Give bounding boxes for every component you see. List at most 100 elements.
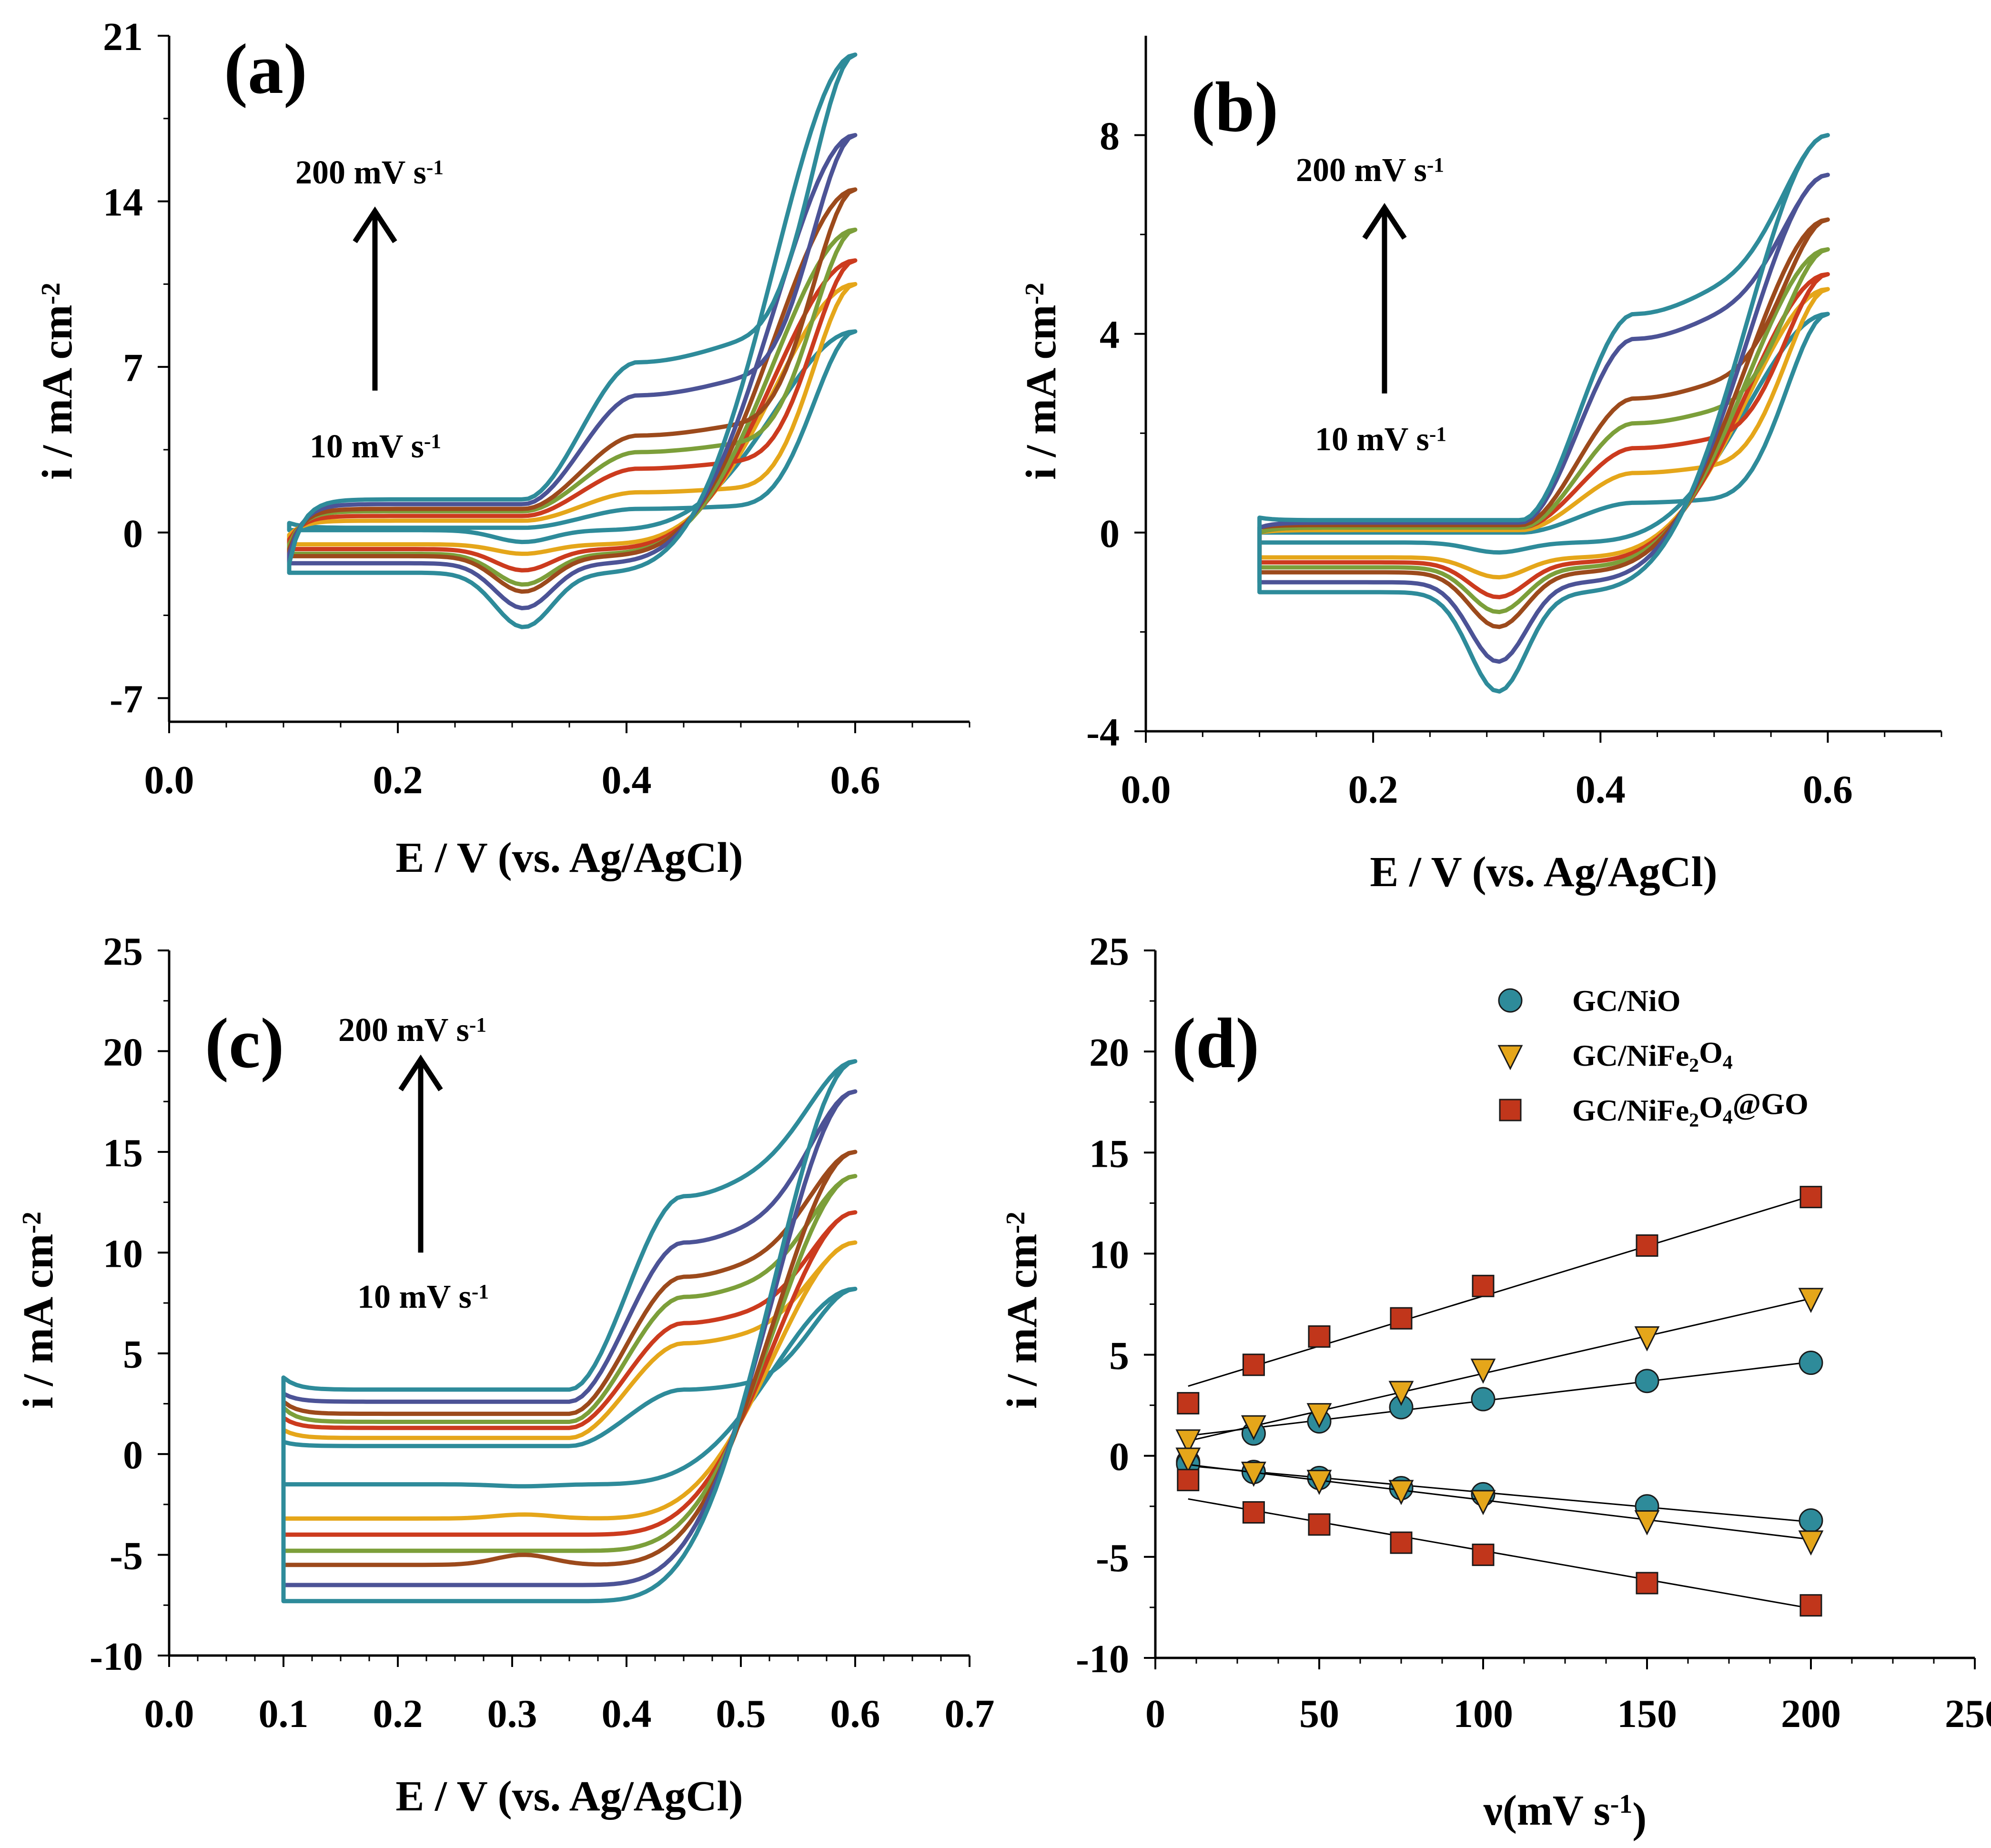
y-axis-title: i / mA cm-2 [34,283,81,480]
y-axis-title-main: i / mA cm [1018,305,1065,480]
y-tick-label: 20 [1089,1030,1129,1075]
y-tick-label: -7 [110,677,143,721]
cv-curve-75-mV-s [1257,247,1830,615]
legend-label-GC/NiFe2O4@GO: GC/NiFe2O4@GO [1572,1087,1809,1131]
annotation-200-mv-s-main: 200 mV s [295,154,426,191]
marker-GC/NiFe2O4-anodic [1388,1381,1414,1406]
x-tick-label: 50 [1299,1692,1339,1736]
panel-a: 0.0 0.2 0.4 0.6 -7 0 7 14 21 i / mA cm-2 E / V (vs… [34,15,970,881]
x-tick-label: 0.2 [373,1692,423,1736]
marker-GC/NiFe2O4-anodic [1241,1415,1266,1441]
annotation-200-mv-s: 200 mV s-1 [338,1012,486,1049]
cv-curve-150-mV-s [287,133,858,610]
marker-GC/NiFe2O4@GO-cathodic [1799,1594,1822,1617]
marker-GC/NiFe2O4-anodic [1634,1326,1660,1352]
y-tick-label: -10 [1076,1637,1129,1681]
cv-curve-50-mV-s [281,1210,858,1537]
panel-c: 0.0 0.1 0.2 0.3 0.4 0.5 0.6 0.7 -10 -5 0 5 10 15 20 25 i… [15,929,995,1820]
panel-label: (d) [1172,1004,1259,1083]
annotation-200-mv-s: 200 mV s-1 [1296,152,1444,189]
y-tick-label: 25 [1089,929,1129,974]
marker-GC/NiFe2O4@GO-anodic [1242,1353,1265,1376]
x-tick-label: 0.6 [830,758,880,802]
panel-label: (a) [224,30,307,109]
marker-GC/NiFe2O4@GO-anodic [1799,1186,1822,1209]
y-tick-label: 0 [1100,512,1120,556]
y-tick-label: -5 [1096,1536,1129,1580]
annotation-10-mv-s: 10 mV s-1 [1315,421,1446,458]
x-axis-title: E / V (vs. Ag/AgCl) [1370,848,1717,896]
legend-label-part: 4 [1723,1051,1733,1073]
x-tick-label: 0.4 [1576,767,1626,812]
marker-GC/NiO-cathodic [1799,1508,1823,1533]
panel-label: (c) [205,1004,284,1083]
x-tick-label: 0.2 [373,758,423,802]
marker-GC/NiFe2O4@GO-cathodic [1242,1501,1265,1524]
cv-curve-30-mV-s [287,282,858,556]
legend-marker-GC/NiO [1498,988,1523,1013]
x-axis-title: E / V (vs. Ag/AgCl) [395,1773,743,1820]
y-tick-label: 4 [1100,313,1120,357]
x-tick-label: 0.2 [1348,767,1398,812]
y-tick-label: 10 [103,1232,143,1276]
x-tick-label: 250 [1945,1692,1991,1736]
annotation-10-mv-s-main: 10 mV s [1315,421,1429,458]
annotation-10-mv-s-sup: -1 [472,1280,489,1303]
annotation-200-mv-s-main: 200 mV s [338,1012,469,1049]
x-tick-label: 150 [1617,1692,1677,1736]
marker-GC/NiFe2O4@GO-anodic [1472,1274,1495,1297]
annotation-200-mv-s-sup: -1 [1427,153,1444,176]
x-tick-label: 0 [1145,1692,1165,1736]
cv-curve-75-mV-s [281,1174,858,1553]
cv-curve-30-mV-s [281,1240,858,1521]
panel-b: 0.0 0.2 0.4 0.6 -4 0 4 8 i / mA cm-2 E / V (vs. A… [1018,36,1942,896]
x-tick-label: 0.3 [487,1692,537,1736]
fit-line-GC/NiFe2O4-anodic [1188,1298,1811,1442]
x-tick-label: 100 [1453,1692,1513,1736]
x-tick-label: 0.0 [1121,767,1171,812]
cv-curve-30-mV-s [1257,287,1830,580]
y-tick-label: 14 [103,181,143,225]
cv-curve-10-mV-s [287,329,858,545]
legend-label-GC/NiFe2O4: GC/NiFe2O4 [1572,1035,1733,1076]
cv-curve-100-mV-s [1257,217,1830,629]
y-axis-title: i / mA cm-2 [999,1212,1046,1409]
fit-line-GC/NiO-cathodic [1188,1465,1811,1523]
y-axis-title-main: i / mA cm [15,1234,62,1409]
x-tick-label: 0.7 [945,1692,995,1736]
cv-curve-200-mV-s [281,1059,858,1604]
annotation-200-mv-s: 200 mV s-1 [295,154,444,191]
marker-GC/NiFe2O4-cathodic [1388,1480,1414,1505]
legend-label-base: GC/NiFe [1572,1093,1689,1127]
marker-GC/NiFe2O4@GO-cathodic [1390,1531,1413,1554]
cv-curve-100-mV-s [287,187,858,594]
legend-label-part: 2 [1689,1054,1699,1076]
y-tick-label: -10 [90,1635,143,1679]
marker-GC/NiFe2O4@GO-cathodic [1177,1469,1200,1492]
cv-curve-150-mV-s [1257,172,1830,664]
fit-line-GC/NiFe2O4-cathodic [1188,1464,1811,1540]
legend-label-part: O [1699,1035,1723,1069]
marker-GC/NiFe2O4-cathodic [1470,1490,1496,1515]
annotation-200-mv-s-sup: -1 [469,1013,486,1036]
marker-GC/NiO-anodic [1471,1387,1496,1412]
y-axis-title-sup: -2 [36,283,66,304]
annotation-10-mv-s: 10 mV s-1 [310,428,441,465]
x-axis-title-close: ) [1632,1794,1647,1841]
y-tick-label: 15 [103,1131,143,1175]
x-axis-title-sup: -1 [1610,1789,1632,1819]
annotation-10-mv-s: 10 mV s-1 [357,1279,489,1315]
legend-marker-GC/NiFe2O4@GO [1499,1099,1522,1121]
marker-GC/NiFe2O4@GO-cathodic [1472,1544,1495,1566]
x-tick-label: 0.4 [602,1692,652,1736]
marker-GC/NiFe2O4-cathodic [1241,1462,1266,1487]
fit-line-GC/NiFe2O4@GO-anodic [1188,1195,1811,1387]
fit-line-GC/NiO-anodic [1188,1361,1811,1437]
marker-GC/NiFe2O4-anodic [1175,1429,1201,1455]
y-axis-title-sup: -2 [1001,1212,1031,1233]
y-tick-label: 20 [103,1030,143,1074]
marker-GC/NiFe2O4-anodic [1798,1288,1824,1313]
legend-label-GC/NiO: GC/NiO [1572,984,1681,1018]
